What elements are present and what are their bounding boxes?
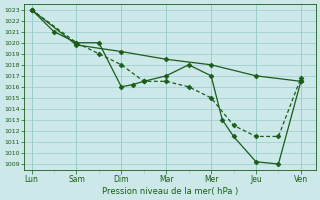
X-axis label: Pression niveau de la mer( hPa ): Pression niveau de la mer( hPa ) — [102, 187, 238, 196]
